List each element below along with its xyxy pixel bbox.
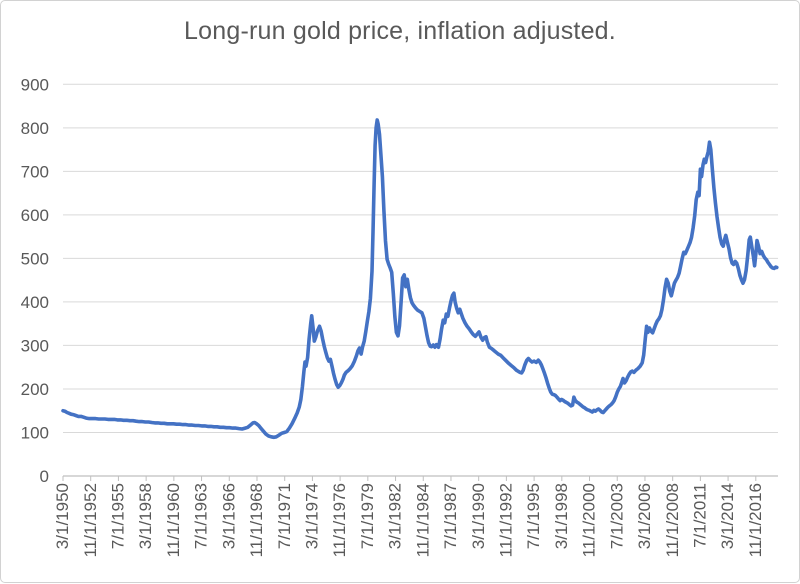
- x-axis-label: 11/1/2008: [663, 483, 682, 557]
- y-axis-label: 700: [21, 162, 49, 181]
- x-axis-label: 7/1/2003: [607, 483, 626, 549]
- y-axis-label: 500: [21, 249, 49, 268]
- x-axis-label: 11/1/2016: [746, 483, 765, 557]
- x-axis-label: 7/1/1963: [192, 483, 211, 549]
- x-axis-label: 11/1/1984: [413, 483, 432, 557]
- y-axis-label: 100: [21, 423, 49, 442]
- x-axis-label: 11/1/1960: [164, 483, 183, 557]
- x-axis-label: 7/1/1979: [358, 483, 377, 549]
- chart-title: Long-run gold price, inflation adjusted.: [184, 17, 616, 45]
- x-axis-label: 11/1/1992: [496, 483, 515, 557]
- x-axis-label: 3/1/1974: [303, 483, 322, 549]
- y-axis-label: 600: [21, 206, 49, 225]
- y-axis-label: 0: [40, 467, 49, 486]
- x-axis-label: 7/1/1995: [524, 483, 543, 549]
- x-axis-label: 7/1/2011: [690, 483, 709, 548]
- x-axis-label: 3/1/1998: [552, 483, 571, 549]
- x-axis-label: 11/1/1968: [247, 483, 266, 557]
- x-axis-label: 7/1/1955: [109, 483, 128, 549]
- y-axis-label: 800: [21, 119, 49, 138]
- x-axis-label: 11/1/1976: [330, 483, 349, 557]
- y-axis-label: 200: [21, 380, 49, 399]
- y-axis-label: 300: [21, 336, 49, 355]
- x-axis-label: 7/1/1971: [275, 483, 294, 549]
- y-axis-label: 900: [21, 75, 49, 94]
- x-axis-label: 3/1/2014: [718, 483, 737, 549]
- x-axis-label: 11/1/1952: [81, 483, 100, 557]
- x-axis-label: 3/1/1958: [136, 483, 155, 549]
- x-axis-label: 3/1/1966: [219, 483, 238, 549]
- x-axis-label: 3/1/1982: [386, 483, 405, 549]
- gold-price-series-line: [61, 118, 779, 440]
- x-axis-label: 7/1/1987: [441, 483, 460, 549]
- x-axis-label: 3/1/1990: [469, 483, 488, 549]
- x-axis-label: 3/1/2006: [635, 483, 654, 549]
- y-axis-label: 400: [21, 293, 49, 312]
- x-axis-label: 3/1/1950: [53, 483, 72, 549]
- x-axis-label: 11/1/2000: [580, 483, 599, 557]
